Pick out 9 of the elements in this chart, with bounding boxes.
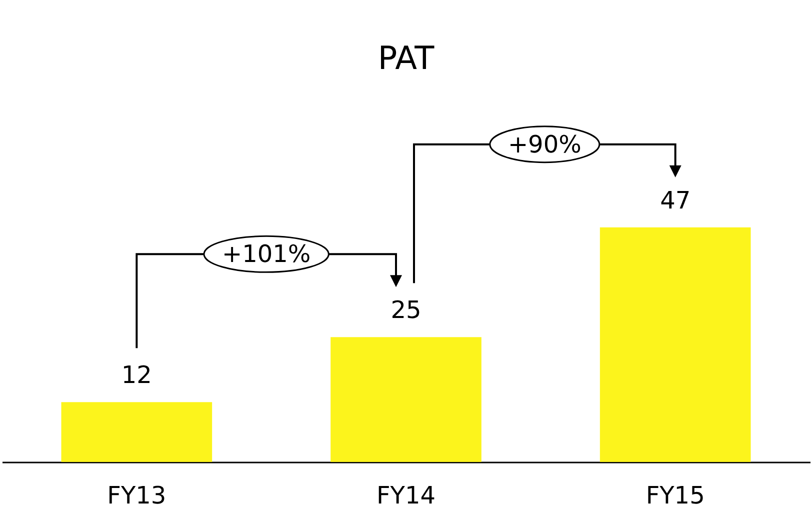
chart-title: PAT	[378, 39, 435, 77]
data-label: 47	[660, 186, 691, 214]
x-tick-label: FY13	[107, 482, 166, 510]
annotation: +101%	[222, 240, 311, 268]
data-label: 25	[390, 296, 422, 324]
data-label: 12	[121, 361, 152, 390]
x-tick-label: FY14	[376, 482, 436, 510]
text: +90%	[508, 130, 582, 158]
x-tick-label: FY15	[646, 482, 705, 510]
